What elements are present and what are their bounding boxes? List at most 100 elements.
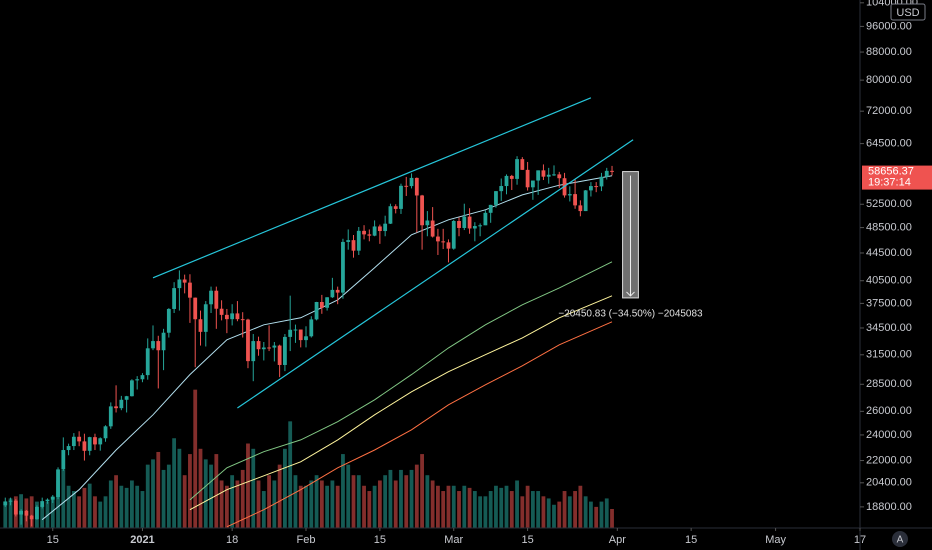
candle-body [219, 308, 224, 315]
candle-body [161, 332, 166, 351]
candle-body [93, 437, 97, 445]
volume-bar [372, 485, 377, 528]
moving-average [226, 321, 613, 528]
candle-body [71, 436, 76, 447]
y-tick-label: 96000.00 [866, 20, 912, 32]
volume-bar [483, 496, 488, 528]
volume-bar [567, 496, 572, 528]
volume-bar [87, 483, 92, 528]
volume-bar [293, 475, 298, 528]
x-tick-label: 2021 [130, 534, 154, 546]
candle-body [235, 313, 240, 320]
volume-bar [82, 487, 87, 528]
volume-bar [166, 464, 171, 528]
volume-bar [436, 485, 440, 528]
candle-body [515, 159, 519, 179]
volume-bar [214, 454, 219, 528]
auto-scale-label: A [897, 535, 904, 546]
candle-body [430, 220, 435, 237]
volume-bar [562, 491, 567, 528]
candle-body [388, 206, 393, 224]
auto-scale-button[interactable] [892, 531, 908, 547]
candle-body [457, 221, 461, 228]
y-tick-label: 18800.00 [866, 501, 912, 513]
candle-body [40, 501, 45, 507]
candle-body [87, 437, 92, 451]
volume-bar [71, 491, 76, 528]
x-tick-label: Apr [609, 534, 626, 546]
x-tick-label: 15 [47, 534, 59, 546]
candle-body [393, 206, 398, 209]
volume-bar [351, 475, 356, 528]
candle-body [319, 301, 324, 308]
candle-body [552, 174, 556, 176]
volume-bar [277, 464, 282, 528]
y-tick-label: 26000.00 [866, 405, 912, 417]
volume-bar [145, 464, 150, 528]
candle-body [246, 319, 250, 362]
volume-bar [536, 491, 541, 528]
candle-body [130, 380, 134, 397]
volume-bar [93, 496, 97, 528]
candle-body [462, 216, 467, 228]
volume-bar [472, 491, 477, 528]
volume-bar [530, 491, 535, 528]
volume-bar [457, 491, 461, 528]
volume-bar [135, 485, 140, 528]
volume-bar [504, 485, 509, 528]
volume-bar [441, 491, 446, 528]
candle-body [335, 289, 340, 293]
candle-body [272, 345, 277, 348]
x-tick-label: May [765, 534, 786, 546]
x-tick-label: 15 [685, 534, 697, 546]
candle-body [56, 469, 60, 498]
candle-body [478, 225, 483, 227]
candle-body [573, 194, 577, 206]
y-tick-label: 72000.00 [866, 105, 912, 117]
volume-bar [404, 475, 409, 528]
volume-bar [198, 448, 203, 528]
candle-body [283, 336, 287, 365]
currency-box[interactable] [890, 3, 926, 21]
volume-bar [420, 454, 424, 528]
volume-bar [325, 485, 330, 528]
volume-bar [557, 501, 562, 528]
candle-body [599, 176, 604, 187]
volume-bar [499, 487, 504, 528]
volume-bar [172, 438, 177, 528]
candle-body [583, 190, 588, 212]
candle-body [3, 501, 8, 506]
candle-body [124, 396, 129, 400]
candle-body [441, 241, 446, 243]
candle-body [610, 170, 614, 172]
volume-bar [56, 480, 60, 528]
candle-body [399, 185, 403, 209]
volume-bar [161, 469, 166, 528]
candle-body [267, 347, 271, 349]
volume-bar [3, 501, 8, 528]
x-tick-label: Feb [297, 534, 316, 546]
volume-bar [182, 475, 187, 528]
candle-body [172, 288, 177, 309]
volume-bar [346, 464, 351, 528]
candle-body [356, 230, 361, 251]
candle-body [414, 177, 419, 196]
candle-body [24, 510, 29, 516]
candle-body [341, 241, 345, 293]
volume-bar [298, 485, 303, 528]
candle-body [451, 221, 456, 249]
volume-bar [130, 480, 134, 528]
x-tick-label: 17 [854, 534, 866, 546]
volume-bar [356, 475, 361, 528]
candle-body [13, 500, 18, 515]
volume-bar [319, 480, 324, 528]
volume-bar [393, 480, 398, 528]
candle-body [425, 220, 430, 226]
volume-bar [108, 480, 113, 528]
y-tick-label: 88000.00 [866, 46, 912, 58]
volume-bar [251, 448, 256, 528]
plot-area [3, 97, 639, 528]
volume-bar [488, 491, 493, 528]
